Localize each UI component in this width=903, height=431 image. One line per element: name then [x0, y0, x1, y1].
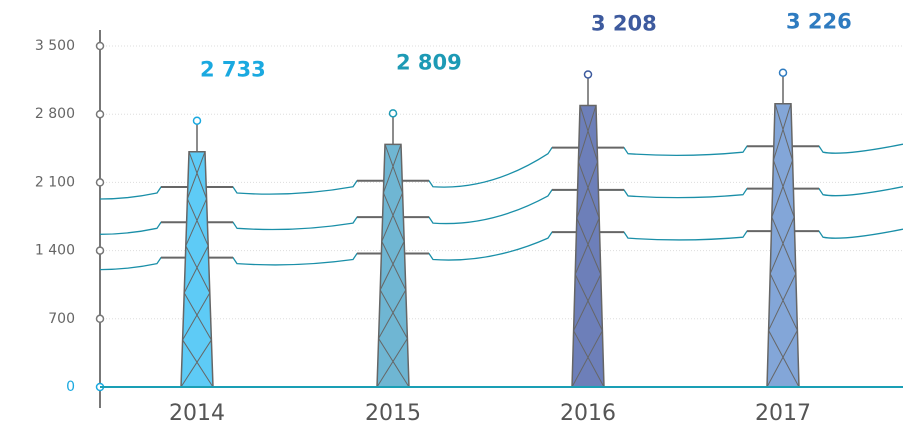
y-tick-label: 3 500	[35, 38, 75, 54]
wire	[99, 228, 903, 271]
brace	[186, 151, 206, 199]
brace	[379, 289, 408, 339]
value-label: 3 208	[591, 11, 657, 35]
brace	[183, 292, 212, 341]
brace	[577, 105, 597, 162]
y-tick-label: 700	[48, 311, 75, 327]
y-tick-label: 1 400	[35, 243, 75, 259]
y-tick	[95, 178, 105, 187]
brace	[381, 241, 407, 291]
brace	[573, 274, 602, 331]
pylon-tip	[192, 116, 202, 125]
value-label: 2 809	[396, 50, 462, 74]
y-tick	[95, 41, 105, 51]
brace	[382, 144, 402, 194]
y-tick	[95, 109, 105, 119]
pylon-tip	[778, 68, 788, 77]
wire	[99, 143, 903, 200]
brace	[182, 339, 214, 388]
brace	[379, 241, 405, 291]
brace	[577, 161, 600, 219]
brace	[576, 161, 599, 219]
value-label: 3 226	[786, 10, 852, 34]
brace	[574, 274, 603, 331]
brace	[573, 330, 605, 388]
brace	[183, 245, 209, 294]
brace	[382, 192, 405, 242]
brace	[766, 330, 798, 388]
x-tick-label: 2014	[169, 401, 225, 426]
brace	[180, 339, 212, 388]
y-tick	[95, 314, 105, 324]
brace	[771, 216, 797, 274]
brace	[381, 192, 404, 242]
brace	[378, 338, 410, 388]
y-tick-label: 2 100	[35, 174, 75, 190]
brace	[579, 105, 599, 162]
brace	[772, 160, 795, 218]
brace	[769, 273, 798, 331]
brace	[768, 330, 800, 388]
brace	[376, 338, 408, 388]
y-tick-label: 2 800	[35, 106, 75, 122]
pylon-tip	[388, 109, 398, 118]
brace	[574, 217, 600, 275]
brace	[768, 273, 797, 331]
brace	[185, 245, 211, 294]
brace	[571, 330, 603, 388]
brace	[185, 198, 208, 247]
x-tick-label: 2016	[560, 401, 616, 426]
y-tick	[95, 246, 105, 255]
x-tick-label: 2017	[755, 401, 811, 426]
y-tick-label: 0	[66, 379, 75, 395]
wire	[99, 186, 903, 235]
brace	[384, 144, 404, 194]
brace	[771, 160, 794, 218]
x-tick-label: 2015	[365, 401, 421, 426]
brace	[378, 289, 407, 339]
brace	[769, 216, 795, 274]
value-label: 2 733	[200, 58, 266, 82]
brace	[186, 198, 209, 247]
brace	[774, 103, 794, 161]
brace	[576, 217, 602, 275]
brace	[772, 103, 792, 161]
brace	[188, 151, 208, 199]
pylon-tip	[583, 70, 593, 79]
brace	[182, 292, 211, 341]
